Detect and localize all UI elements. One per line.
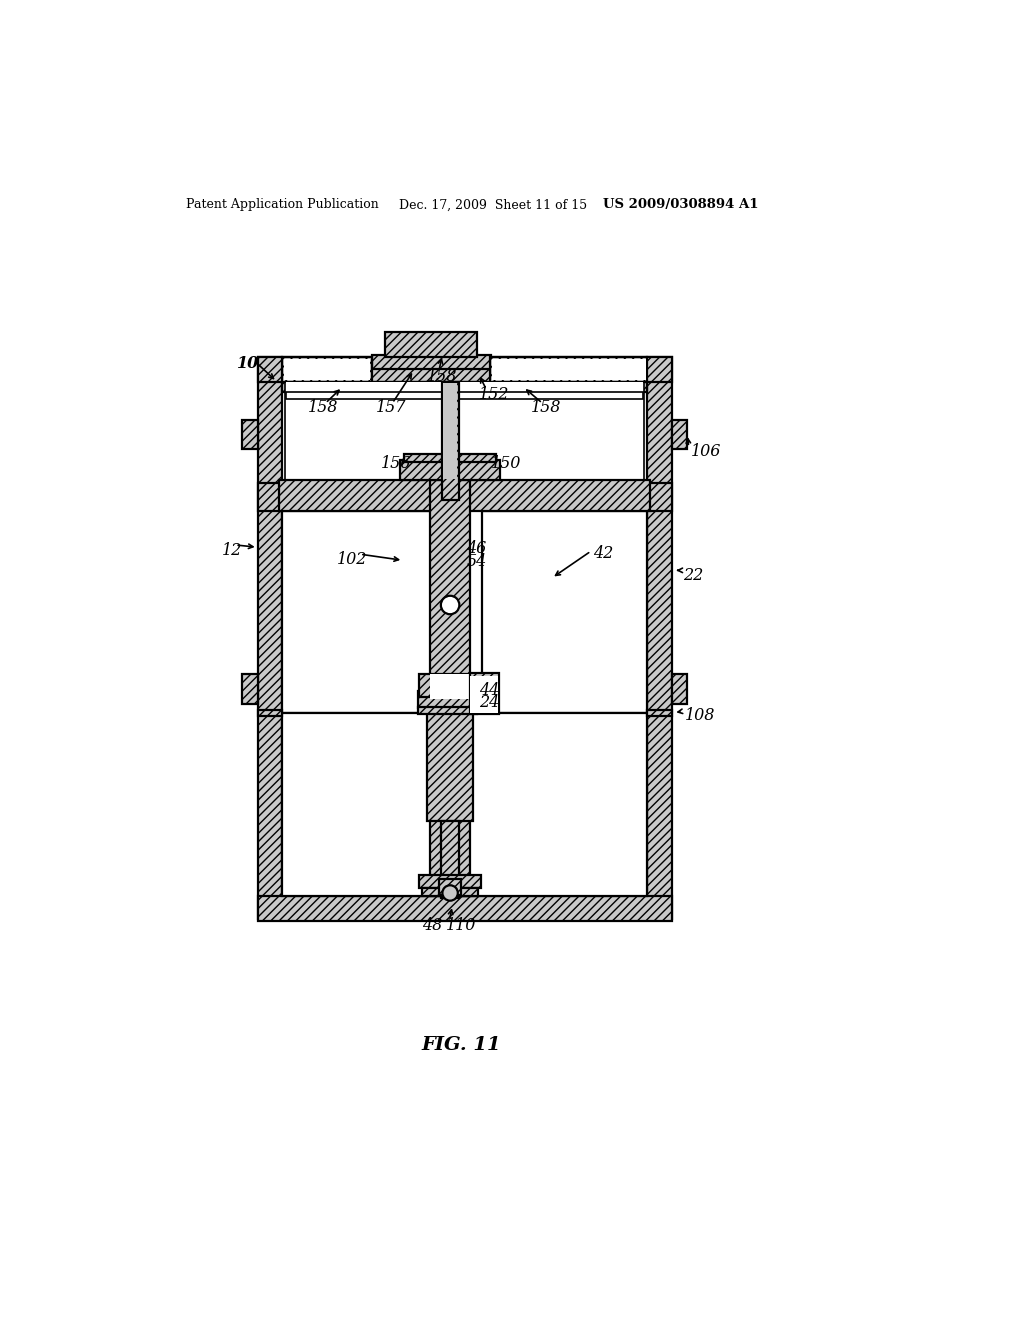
Bar bbox=[441, 821, 460, 898]
Bar bbox=[372, 355, 490, 368]
Text: 44: 44 bbox=[479, 682, 500, 700]
Bar bbox=[419, 675, 481, 697]
Circle shape bbox=[442, 886, 458, 900]
Bar bbox=[283, 511, 433, 713]
Bar bbox=[427, 713, 473, 821]
Bar bbox=[400, 461, 500, 480]
Bar bbox=[441, 381, 459, 500]
Bar bbox=[284, 359, 370, 380]
Bar bbox=[641, 483, 672, 511]
Bar bbox=[422, 888, 478, 896]
Bar bbox=[243, 675, 258, 704]
Text: 54: 54 bbox=[466, 553, 486, 570]
Text: 158: 158 bbox=[307, 399, 338, 416]
Text: 42: 42 bbox=[593, 545, 612, 562]
Bar bbox=[286, 381, 644, 480]
Bar bbox=[430, 480, 470, 896]
Text: US 2009/0308894 A1: US 2009/0308894 A1 bbox=[603, 198, 759, 211]
Bar bbox=[258, 896, 672, 921]
Text: 158: 158 bbox=[531, 399, 561, 416]
Bar bbox=[280, 480, 650, 511]
Text: 110: 110 bbox=[446, 917, 476, 933]
Bar bbox=[286, 392, 643, 399]
Text: Patent Application Publication: Patent Application Publication bbox=[186, 198, 379, 211]
Bar bbox=[403, 454, 497, 462]
Bar bbox=[283, 381, 647, 392]
Text: 108: 108 bbox=[685, 706, 716, 723]
Bar bbox=[283, 713, 647, 896]
Text: 102: 102 bbox=[337, 552, 368, 568]
Text: 10: 10 bbox=[237, 355, 259, 372]
Bar bbox=[470, 676, 498, 713]
Text: 24: 24 bbox=[479, 694, 500, 711]
Bar bbox=[490, 358, 647, 381]
Text: 156: 156 bbox=[381, 455, 412, 471]
Bar bbox=[482, 511, 647, 713]
Bar bbox=[419, 874, 481, 888]
Circle shape bbox=[441, 595, 460, 614]
Bar bbox=[243, 420, 258, 449]
Text: 150: 150 bbox=[490, 455, 521, 471]
Bar bbox=[470, 673, 500, 714]
Bar bbox=[258, 710, 283, 715]
Text: 106: 106 bbox=[691, 444, 722, 461]
Bar bbox=[672, 675, 687, 704]
Bar bbox=[647, 358, 672, 919]
Bar bbox=[672, 420, 687, 449]
Bar bbox=[385, 333, 477, 358]
Bar bbox=[492, 359, 646, 380]
Text: 12: 12 bbox=[221, 543, 242, 558]
Text: 152: 152 bbox=[479, 385, 510, 403]
Bar bbox=[286, 383, 643, 479]
Bar bbox=[439, 879, 461, 895]
Text: Dec. 17, 2009  Sheet 11 of 15: Dec. 17, 2009 Sheet 11 of 15 bbox=[398, 198, 587, 211]
Text: 48: 48 bbox=[422, 917, 442, 933]
Bar bbox=[258, 358, 283, 919]
Text: 157: 157 bbox=[376, 399, 406, 416]
Bar bbox=[443, 383, 457, 479]
Bar bbox=[418, 706, 477, 714]
Bar bbox=[430, 675, 470, 700]
Bar bbox=[418, 692, 483, 708]
Text: 158: 158 bbox=[427, 368, 458, 385]
Text: FIG. 11: FIG. 11 bbox=[422, 1036, 502, 1055]
Text: 22: 22 bbox=[683, 566, 703, 583]
Bar bbox=[258, 483, 289, 511]
Bar bbox=[647, 710, 672, 715]
Bar bbox=[283, 358, 372, 381]
Text: 46: 46 bbox=[466, 540, 486, 557]
Bar bbox=[258, 358, 672, 381]
